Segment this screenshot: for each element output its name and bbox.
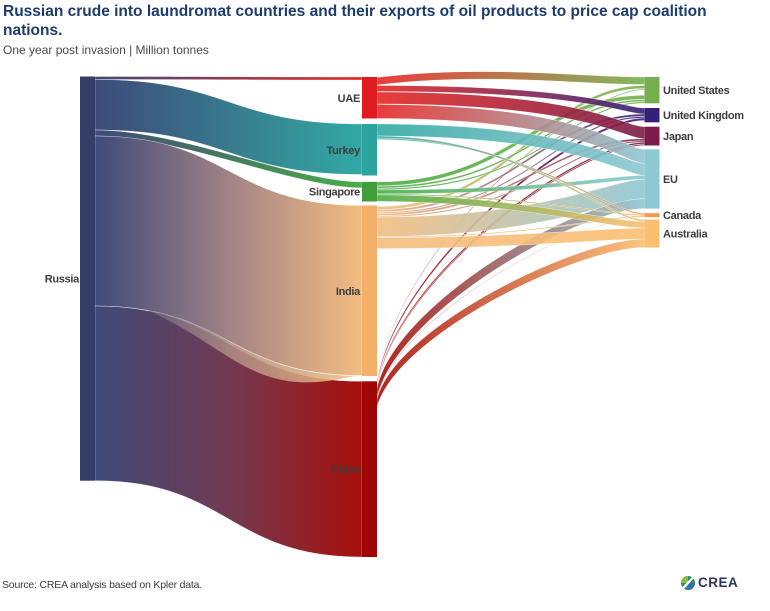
svg-text:Australia: Australia (663, 229, 709, 241)
svg-text:Russia: Russia (45, 274, 80, 286)
svg-text:India: India (336, 286, 361, 298)
svg-text:United Kingdom: United Kingdom (663, 110, 744, 122)
svg-text:EU: EU (663, 174, 678, 186)
svg-text:China: China (331, 464, 361, 476)
svg-text:United States: United States (663, 85, 730, 97)
svg-text:UAE: UAE (338, 93, 360, 105)
svg-text:Canada: Canada (663, 210, 702, 222)
svg-text:Singapore: Singapore (309, 187, 360, 199)
svg-text:Turkey: Turkey (327, 145, 362, 157)
svg-text:Japan: Japan (663, 131, 694, 143)
